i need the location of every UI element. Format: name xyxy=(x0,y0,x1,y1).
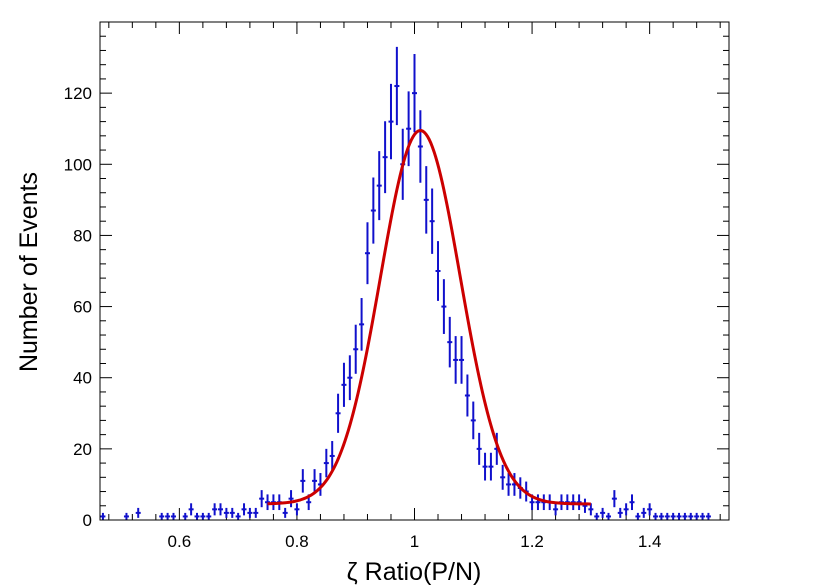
data-point xyxy=(182,512,188,520)
data-point xyxy=(676,512,682,520)
data-point xyxy=(206,512,212,520)
y-tick-label: 0 xyxy=(83,511,92,530)
data-point xyxy=(170,512,176,520)
data-point xyxy=(294,503,300,516)
data-point xyxy=(658,512,664,520)
data-point xyxy=(664,512,670,520)
data-point xyxy=(500,464,506,490)
data-point xyxy=(406,91,412,167)
data-point xyxy=(135,507,141,518)
data-point xyxy=(412,54,417,133)
y-axis-label: Number of Events xyxy=(15,172,43,372)
data-point xyxy=(370,177,376,244)
data-point xyxy=(353,324,359,374)
data-point xyxy=(212,503,218,516)
data-point xyxy=(241,503,247,516)
data-point xyxy=(682,512,688,520)
data-point xyxy=(300,469,306,493)
data-point xyxy=(335,393,341,433)
y-tick-label: 80 xyxy=(73,226,92,245)
data-point xyxy=(229,507,235,518)
data-point xyxy=(700,512,706,520)
data-point xyxy=(594,512,600,520)
data-point xyxy=(429,188,435,254)
data-point xyxy=(329,441,335,471)
data-point xyxy=(535,494,541,511)
data-point xyxy=(506,473,512,496)
y-tick-label: 100 xyxy=(64,155,92,174)
data-point xyxy=(282,507,288,518)
data-point xyxy=(582,498,588,513)
x-axis-label: ζ Ratio(P/N) xyxy=(347,558,482,586)
data-point xyxy=(218,503,224,516)
data-point xyxy=(617,507,623,518)
data-point xyxy=(694,512,700,520)
data-point xyxy=(341,362,347,407)
data-points xyxy=(100,46,711,520)
data-point xyxy=(623,503,629,516)
data-point xyxy=(447,316,453,368)
x-tick-label: 1.4 xyxy=(638,532,662,551)
data-point xyxy=(347,355,353,401)
data-point xyxy=(453,336,459,384)
data-point xyxy=(364,222,370,285)
y-tick-label: 60 xyxy=(73,298,92,317)
data-point xyxy=(235,512,241,520)
data-point xyxy=(476,432,482,465)
data-point xyxy=(553,503,559,516)
data-point xyxy=(464,374,470,417)
data-point xyxy=(588,503,594,516)
data-point xyxy=(223,507,229,518)
data-point xyxy=(705,512,711,520)
data-point xyxy=(259,490,265,508)
data-point xyxy=(576,494,582,511)
fit-curve xyxy=(267,129,591,506)
data-point xyxy=(470,401,476,440)
data-point xyxy=(288,490,294,508)
plot-frame xyxy=(99,21,730,521)
x-tick-label: 1 xyxy=(410,532,419,551)
data-point xyxy=(488,452,494,481)
data-point xyxy=(200,512,206,520)
axis-tick-labels: 0.6 0.8 1 1.2 1.4 0 20 40 60 80 100 120 xyxy=(64,84,662,551)
data-point xyxy=(441,279,447,334)
data-point xyxy=(482,452,488,481)
data-point xyxy=(423,166,429,234)
data-point xyxy=(312,469,318,493)
data-point xyxy=(382,121,388,194)
data-point xyxy=(188,503,194,516)
data-point xyxy=(123,512,129,520)
data-point xyxy=(629,494,635,511)
y-tick-label: 120 xyxy=(64,84,92,103)
data-point xyxy=(194,512,200,520)
y-tick-label: 20 xyxy=(73,440,92,459)
x-tick-label: 0.8 xyxy=(285,532,309,551)
data-point xyxy=(653,512,659,520)
y-tick-label: 40 xyxy=(73,369,92,388)
data-point xyxy=(253,507,259,518)
data-point xyxy=(359,298,365,351)
data-point xyxy=(417,110,423,183)
data-point xyxy=(641,507,647,518)
x-tick-label: 1.2 xyxy=(520,532,544,551)
data-point xyxy=(600,507,606,518)
data-point xyxy=(165,512,171,520)
data-point xyxy=(323,448,329,478)
data-point xyxy=(247,507,253,518)
data-point xyxy=(647,503,653,516)
data-point xyxy=(159,512,165,520)
x-tick-label: 0.6 xyxy=(168,532,192,551)
data-point xyxy=(670,512,676,520)
data-point xyxy=(394,46,400,126)
data-point xyxy=(388,83,394,160)
data-point xyxy=(435,241,441,301)
data-point xyxy=(459,336,465,384)
data-point xyxy=(611,490,617,508)
data-point xyxy=(605,512,611,520)
data-point xyxy=(376,151,382,221)
data-point xyxy=(635,512,641,520)
data-point xyxy=(100,512,106,520)
data-point xyxy=(688,512,694,520)
